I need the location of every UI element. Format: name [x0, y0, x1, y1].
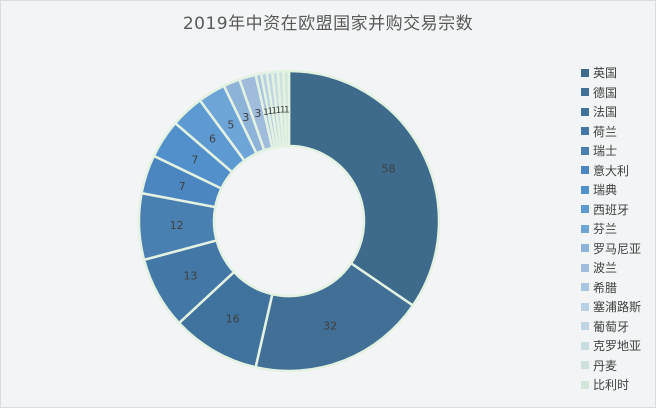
- legend-swatch: [581, 322, 589, 331]
- data-label-13: 1: [267, 107, 273, 117]
- donut-slice-1: [287, 69, 441, 308]
- donut-slice-2: [254, 261, 415, 373]
- legend-swatch: [581, 224, 589, 233]
- legend-swatch: [581, 380, 589, 389]
- data-label-7: 7: [191, 153, 198, 166]
- legend-item: 法国: [581, 102, 641, 122]
- legend-label: 克罗地亚: [593, 339, 642, 354]
- data-label-8: 6: [209, 133, 216, 146]
- legend-item: 罗马尼亚: [581, 239, 641, 259]
- legend-label: 西班牙: [593, 202, 630, 217]
- legend-item: 比利时: [581, 375, 641, 395]
- legend-item: 希腊: [581, 278, 641, 298]
- donut-slice-17: [282, 69, 291, 148]
- chart-legend: 英国德国法国荷兰瑞士意大利瑞典西班牙芬兰罗马尼亚波兰希腊塞浦路斯葡萄牙克罗地亚丹…: [581, 63, 641, 395]
- chart-title: 2019年中资在欧盟国家并购交易宗数: [182, 14, 474, 34]
- legend-swatch: [581, 302, 589, 311]
- legend-swatch: [581, 88, 589, 97]
- legend-label: 比利时: [593, 378, 630, 393]
- legend-item: 德国: [581, 83, 641, 103]
- data-label-15: 1: [276, 106, 282, 116]
- legend-item: 波兰: [581, 258, 641, 278]
- legend-item: 西班牙: [581, 200, 641, 220]
- legend-swatch: [581, 107, 589, 116]
- legend-item: 芬兰: [581, 219, 641, 239]
- legend-label: 丹麦: [593, 358, 618, 373]
- legend-label: 波兰: [593, 261, 618, 276]
- data-label-16: 1: [280, 106, 286, 116]
- legend-swatch: [581, 166, 589, 175]
- legend-label: 德国: [593, 85, 618, 100]
- legend-swatch: [581, 205, 589, 214]
- legend-label: 瑞士: [593, 144, 618, 159]
- legend-label: 芬兰: [593, 222, 618, 237]
- legend-item: 克罗地亚: [581, 336, 641, 356]
- legend-label: 希腊: [593, 280, 618, 295]
- data-label-3: 16: [226, 312, 240, 325]
- data-label-10: 3: [242, 111, 249, 124]
- legend-item: 瑞典: [581, 180, 641, 200]
- legend-item: 丹麦: [581, 356, 641, 376]
- legend-swatch: [581, 341, 589, 350]
- data-label-1: 58: [382, 162, 396, 175]
- legend-swatch: [581, 127, 589, 136]
- data-label-2: 32: [323, 320, 337, 333]
- data-label-11: 3: [254, 107, 261, 120]
- legend-label: 葡萄牙: [593, 319, 630, 334]
- legend-label: 英国: [593, 66, 618, 81]
- legend-swatch: [581, 283, 589, 292]
- legend-swatch: [581, 68, 589, 77]
- legend-label: 意大利: [593, 163, 630, 178]
- legend-swatch: [581, 244, 589, 253]
- data-label-14: 1: [271, 107, 277, 117]
- legend-item: 荷兰: [581, 122, 641, 142]
- data-label-12: 1: [263, 108, 269, 118]
- legend-label: 瑞典: [593, 183, 618, 198]
- data-label-5: 12: [170, 219, 184, 232]
- legend-item: 意大利: [581, 161, 641, 181]
- legend-item: 英国: [581, 63, 641, 83]
- legend-label: 法国: [593, 105, 618, 120]
- data-label-6: 7: [179, 180, 186, 193]
- legend-item: 塞浦路斯: [581, 297, 641, 317]
- legend-swatch: [581, 185, 589, 194]
- legend-label: 罗马尼亚: [593, 241, 642, 256]
- legend-swatch: [581, 263, 589, 272]
- legend-label: 荷兰: [593, 124, 618, 139]
- data-label-4: 13: [184, 269, 198, 282]
- legend-item: 葡萄牙: [581, 317, 641, 337]
- data-label-17: 1: [284, 106, 290, 116]
- legend-item: 瑞士: [581, 141, 641, 161]
- data-label-9: 5: [227, 119, 234, 132]
- legend-swatch: [581, 146, 589, 155]
- legend-label: 塞浦路斯: [593, 300, 642, 315]
- legend-swatch: [581, 361, 589, 370]
